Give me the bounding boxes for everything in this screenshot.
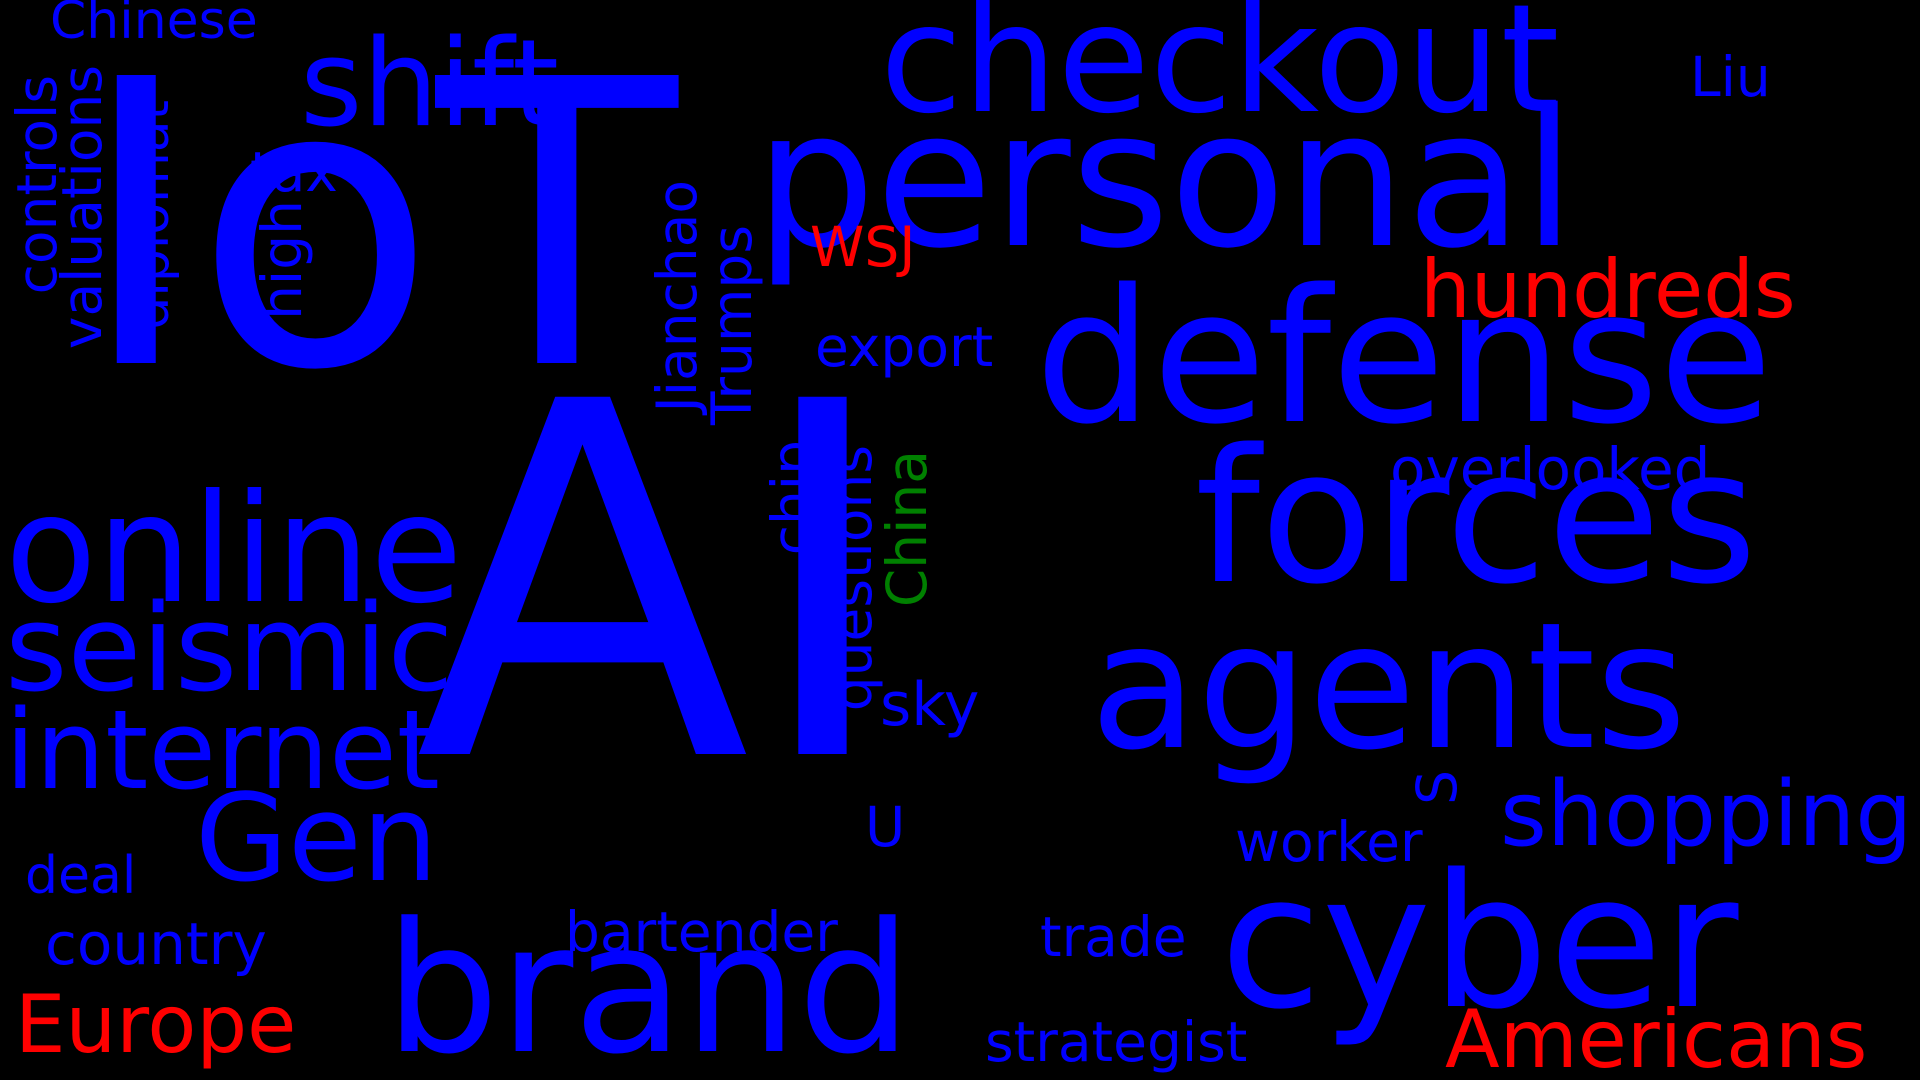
word-seismic: seismic [5, 580, 454, 719]
word-personal: personal [755, 69, 1576, 290]
word-agents: agents [1090, 586, 1687, 789]
word-brand: brand [385, 885, 912, 1080]
word-iot: IoT [78, 0, 678, 457]
word-china: China [875, 450, 939, 608]
word-wsj: WSJ [810, 215, 916, 279]
word-worker: worker [1235, 810, 1423, 874]
word-chip: chip [760, 440, 824, 556]
word-export: export [815, 315, 994, 379]
word-chinese: Chinese [50, 0, 258, 51]
word-sky: sky [880, 670, 980, 740]
word-gen: Gen [195, 770, 438, 909]
word-trumps: Trumps [700, 225, 764, 426]
word-u: U [865, 795, 906, 859]
word-bartender: bartender [565, 900, 838, 964]
word-forces: forces [1195, 409, 1758, 625]
word-online: online [5, 463, 463, 637]
word-europe: Europe [15, 978, 297, 1071]
word-strategist: strategist [985, 1010, 1248, 1074]
word-high: high [250, 200, 314, 320]
word-defense: defense [1035, 249, 1773, 465]
word-tax: tax [250, 140, 338, 204]
word-hundreds: hundreds [1420, 243, 1796, 336]
word-trade: trade [1040, 905, 1187, 969]
word-americans: Americans [1445, 993, 1868, 1080]
word-shopping: shopping [1500, 762, 1913, 867]
word-shift: shift [300, 15, 560, 154]
word-cyber: cyber [1220, 834, 1739, 1050]
word-questions: questions [820, 445, 884, 712]
word-diplomat: diplomat [121, 100, 181, 330]
word-liu: Liu [1690, 45, 1771, 109]
word-deal: deal [25, 846, 137, 906]
word-checkout: checkout [880, 0, 1560, 147]
word-valuations: valuations [50, 65, 114, 350]
word-s: S [1405, 770, 1469, 805]
word-ai: AI [415, 299, 895, 870]
word-jianchao: Jianchao [645, 180, 709, 413]
word-country: country [45, 910, 267, 978]
word-overlooked: overlooked [1390, 435, 1711, 503]
word-internet: internet [5, 686, 440, 814]
